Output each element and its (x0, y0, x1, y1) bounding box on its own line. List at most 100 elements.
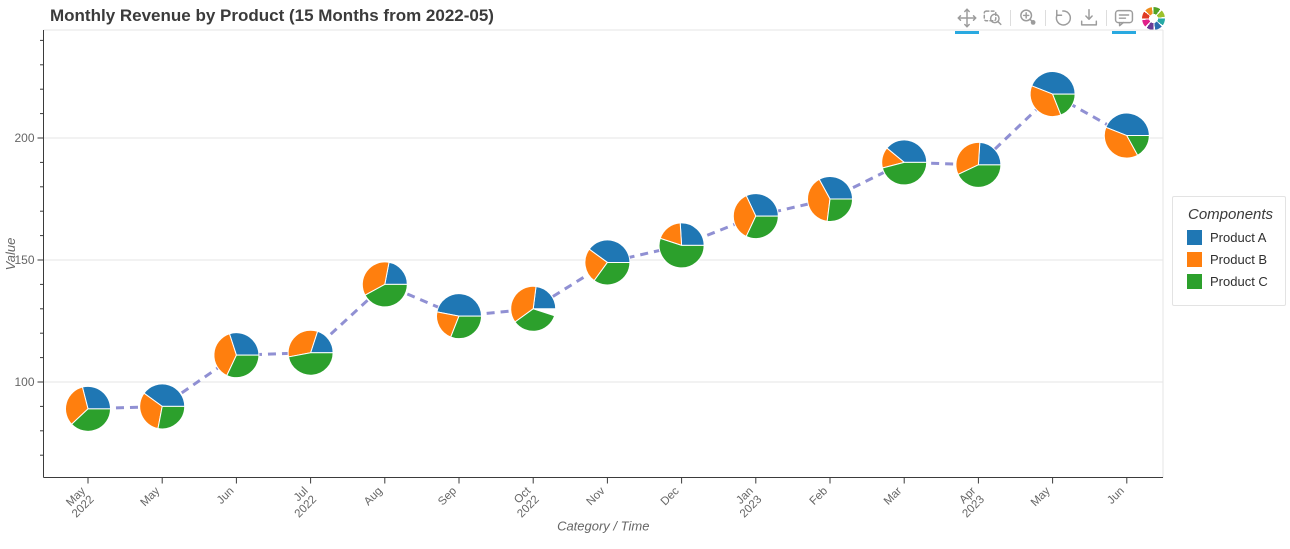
pie-wedge-product-a[interactable] (818, 176, 853, 200)
pie-wedge-product-c[interactable] (658, 237, 705, 269)
pan-tool-icon[interactable] (954, 6, 980, 34)
pie-wedge-product-a[interactable] (228, 332, 260, 356)
toolbar-separator (1045, 10, 1046, 26)
pie-marker[interactable] (510, 285, 557, 332)
pie-wedge-product-b[interactable] (584, 248, 608, 282)
pie-wedge-product-c[interactable] (288, 352, 334, 376)
x-tick-label: Jun (215, 485, 237, 507)
pie-wedge-product-c[interactable] (1052, 93, 1076, 116)
bokeh-logo-icon[interactable] (1142, 6, 1165, 30)
toolbar-separator (1106, 10, 1107, 26)
pie-wedge-product-a[interactable] (886, 139, 928, 163)
pie-marker[interactable] (807, 176, 853, 222)
legend-item-product-b: Product B (1187, 252, 1285, 267)
x-tick-label: Jun (1105, 485, 1127, 507)
pie-marker[interactable] (732, 193, 779, 240)
pie-marker[interactable] (1029, 71, 1076, 118)
pie-marker[interactable] (658, 222, 705, 269)
trend-line[interactable] (87, 92, 1128, 411)
pie-marker[interactable] (1103, 112, 1150, 159)
pie-wedge-product-b[interactable] (732, 195, 757, 237)
x-tick-label: Nov (585, 485, 608, 508)
pie-wedge-product-a[interactable] (532, 285, 557, 310)
legend: Components Product A Product B Product C (1172, 196, 1286, 306)
pie-wedge-product-c[interactable] (745, 215, 779, 240)
y-axis-label: Value (3, 238, 18, 271)
pie-wedge-product-c[interactable] (157, 405, 186, 430)
wheel-zoom-tool-icon[interactable] (1015, 6, 1041, 30)
toolbar (954, 5, 1165, 34)
pie-marker[interactable] (213, 332, 260, 379)
toolbar-separator (1010, 10, 1011, 26)
pie-marker[interactable] (881, 139, 928, 186)
pie-wedge-product-a[interactable] (977, 141, 1002, 166)
pie-wedge-product-b[interactable] (287, 329, 319, 358)
pie-wedge-product-c[interactable] (881, 161, 928, 186)
pie-wedge-product-b[interactable] (1103, 126, 1139, 159)
legend-title: Components (1188, 206, 1274, 223)
legend-item-product-a: Product A (1187, 230, 1285, 245)
pie-wedge-product-c[interactable] (593, 261, 631, 286)
pie-wedge-product-c[interactable] (364, 283, 408, 308)
pie-wedge-product-c[interactable] (826, 198, 853, 222)
y-tick-label: 100 (14, 375, 34, 389)
pie-wedge-product-b[interactable] (139, 392, 163, 429)
pie-wedge-product-a[interactable] (588, 239, 631, 263)
pie-marker[interactable] (287, 329, 334, 376)
pie-wedge-product-b[interactable] (955, 141, 981, 175)
pie-marker[interactable] (361, 261, 408, 308)
pie-wedge-product-a[interactable] (679, 222, 705, 246)
pie-wedge-product-b[interactable] (1029, 85, 1062, 118)
pie-marker[interactable] (139, 383, 186, 430)
legend-item-label: Product C (1210, 274, 1268, 289)
box-zoom-tool-icon[interactable] (980, 6, 1006, 30)
product-c-swatch (1187, 274, 1202, 289)
pie-wedge-product-c[interactable] (514, 308, 556, 332)
x-tick-label: Sep (436, 485, 459, 508)
pie-wedge-product-c[interactable] (71, 408, 111, 432)
pie-wedge-product-b[interactable] (807, 178, 831, 222)
product-a-swatch (1187, 230, 1202, 245)
y-tick-label: 150 (14, 253, 34, 267)
x-tick-label: May (1029, 485, 1053, 509)
pie-wedge-product-b[interactable] (213, 333, 237, 377)
x-tick-label: Oct2022 (507, 485, 543, 521)
y-tick-label: 200 (14, 131, 34, 145)
pie-wedge-product-a[interactable] (81, 385, 111, 410)
pie-wedge-product-a[interactable] (1031, 71, 1076, 95)
reset-tool-icon[interactable] (1050, 6, 1076, 30)
x-tick-label: Feb (808, 485, 831, 508)
pie-wedge-product-a[interactable] (745, 193, 779, 217)
pie-wedge-product-a[interactable] (143, 383, 186, 407)
pie-wedge-product-a[interactable] (436, 293, 482, 317)
chart-title: Monthly Revenue by Product (15 Months fr… (50, 6, 494, 25)
pie-marker[interactable] (584, 239, 631, 286)
pie-marker[interactable] (955, 141, 1002, 188)
x-tick-label: Apr2023 (952, 485, 987, 520)
pie-wedge-product-b[interactable] (361, 261, 390, 296)
pie-marker[interactable] (65, 385, 111, 432)
x-tick-label: Aug (362, 485, 385, 508)
hover-tool-icon[interactable] (1111, 6, 1137, 34)
pie-wedge-product-a[interactable] (1105, 112, 1150, 137)
pie-marker[interactable] (436, 293, 482, 340)
legend-item-label: Product A (1210, 230, 1267, 245)
pie-wedge-product-c[interactable] (957, 164, 1002, 188)
x-tick-label: Dec (659, 485, 682, 508)
x-tick-label: May (138, 485, 162, 509)
x-tick-label: Jul2022 (284, 485, 319, 520)
x-tick-label: Mar (882, 485, 905, 508)
x-axis-label: Category / Time (557, 519, 649, 534)
pie-wedge-product-c[interactable] (450, 315, 482, 340)
x-tick-label: Jan2023 (729, 485, 764, 520)
pie-wedge-product-c[interactable] (1126, 135, 1150, 156)
product-b-swatch (1187, 252, 1202, 267)
download-tool-icon[interactable] (1076, 6, 1102, 30)
x-tick-label: May2022 (62, 485, 97, 520)
pie-wedge-product-b[interactable] (510, 285, 537, 323)
pie-wedge-product-b[interactable] (65, 386, 89, 425)
legend-item-label: Product B (1210, 252, 1268, 267)
pie-wedge-product-c[interactable] (226, 354, 260, 379)
